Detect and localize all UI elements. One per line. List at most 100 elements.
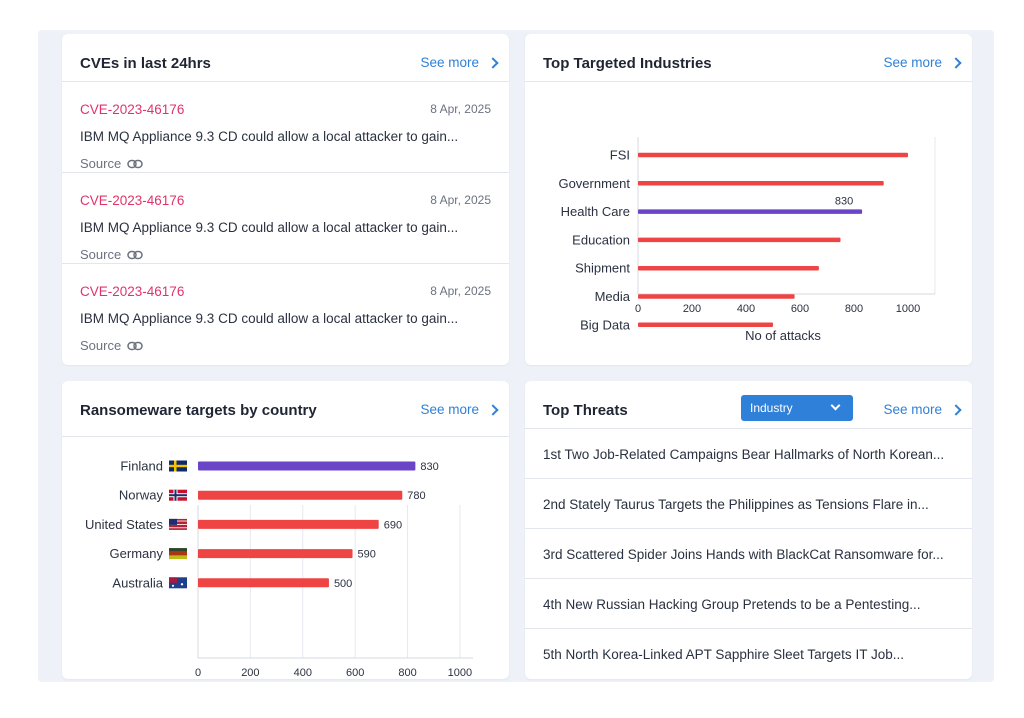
x-tick-label: 400: [294, 667, 312, 679]
industries-card-title: Top Targeted Industries: [543, 55, 712, 72]
category-label: Big Data: [580, 317, 631, 332]
chevron-right-icon: [950, 56, 962, 69]
bar-australia: [198, 578, 329, 588]
x-tick-label: 600: [346, 667, 364, 679]
data-label: 780: [407, 490, 425, 502]
see-more-label: See more: [883, 402, 942, 417]
threat-title: 5th North Korea-Linked APT Sapphire Slee…: [543, 647, 904, 662]
x-tick-label: 200: [683, 303, 701, 315]
category-label: United States: [85, 517, 164, 532]
category-label: Norway: [119, 488, 164, 503]
see-more-label: See more: [420, 55, 479, 70]
cve-source-label: Source: [80, 247, 122, 262]
chevron-right-icon: [487, 403, 499, 416]
bar-shipment: [638, 265, 819, 271]
cve-description: IBM MQ Appliance 9.3 CD could allow a lo…: [80, 220, 459, 235]
cve-description: IBM MQ Appliance 9.3 CD could allow a lo…: [80, 129, 459, 144]
x-tick-label: 800: [398, 667, 416, 679]
cve-card-header: CVEs in last 24hrs See more: [62, 34, 509, 82]
category-label: Education: [572, 232, 630, 247]
link-icon: [127, 341, 143, 351]
cve-date: 8 Apr, 2025: [430, 284, 491, 298]
x-tick-label: 400: [737, 303, 755, 315]
bar-health-care: [638, 209, 863, 214]
industry-filter-dropdown[interactable]: Industry: [741, 395, 853, 421]
cve-list-item[interactable]: CVE-2023-46176 8 Apr, 2025 IBM MQ Applia…: [62, 173, 509, 264]
threats-card-header: Top Threats Industry See more: [525, 381, 972, 429]
bar-norway: [198, 490, 403, 500]
threat-list-item[interactable]: 5th North Korea-Linked APT Sapphire Slee…: [525, 629, 972, 679]
ransomware-bar-chart: Finland 830 Norway 780 United States 690 Germa…: [85, 459, 473, 679]
x-tick-label: 1000: [896, 303, 920, 315]
cve-id[interactable]: CVE-2023-46176: [80, 193, 185, 208]
x-tick-label: 200: [241, 667, 259, 679]
cve-description: IBM MQ Appliance 9.3 CD could allow a lo…: [80, 311, 459, 326]
data-label: 500: [334, 578, 352, 590]
category-label: Media: [595, 289, 631, 304]
cve-date: 8 Apr, 2025: [430, 102, 491, 116]
chevron-right-icon: [950, 403, 962, 416]
category-label: Germany: [110, 546, 164, 561]
cve-source-link[interactable]: Source: [80, 156, 143, 171]
see-more-label: See more: [420, 402, 479, 417]
cve-see-more-link[interactable]: See more: [420, 55, 499, 70]
germany-flag-icon: [169, 548, 187, 560]
dropdown-selected-value: Industry: [750, 401, 793, 415]
bar-media: [638, 294, 795, 299]
x-tick-label: 800: [845, 303, 863, 315]
threat-title: 3rd Scattered Spider Joins Hands with Bl…: [543, 547, 944, 562]
industries-bar-chart: FSI Government Health Care 830 Education Ship…: [558, 137, 936, 343]
cve-list-item[interactable]: CVE-2023-46176 8 Apr, 2025 IBM MQ Applia…: [62, 82, 509, 173]
cve-source-link[interactable]: Source: [80, 247, 143, 262]
industries-card-header: Top Targeted Industries See more: [525, 34, 972, 82]
category-label: Shipment: [575, 261, 630, 276]
industries-see-more-link[interactable]: See more: [883, 55, 962, 70]
see-more-label: See more: [883, 55, 942, 70]
finland-flag-icon: [169, 460, 187, 472]
cve-source-link[interactable]: Source: [80, 338, 143, 353]
x-tick-label: 0: [195, 667, 201, 679]
australia-flag-icon: [169, 577, 187, 589]
industries-card: Top Targeted Industries See more FSI Gove…: [525, 34, 972, 365]
threat-list-item[interactable]: 1st Two Job-Related Campaigns Bear Hallm…: [525, 429, 972, 479]
threat-list-item[interactable]: 4th New Russian Hacking Group Pretends t…: [525, 579, 972, 629]
norway-flag-icon: [169, 489, 187, 501]
category-label: Finland: [120, 459, 163, 474]
threat-list-item[interactable]: 3rd Scattered Spider Joins Hands with Bl…: [525, 529, 972, 579]
data-label: 830: [420, 461, 438, 473]
threats-card-title: Top Threats: [543, 402, 628, 419]
threat-title: 4th New Russian Hacking Group Pretends t…: [543, 597, 921, 612]
cve-source-label: Source: [80, 156, 122, 171]
x-tick-label: 1000: [448, 667, 472, 679]
chevron-right-icon: [487, 56, 499, 69]
chevron-down-icon: [830, 400, 841, 411]
bar-education: [638, 237, 841, 243]
ransomware-see-more-link[interactable]: See more: [420, 402, 499, 417]
ransomware-card-header: Ransomeware targets by country See more: [62, 381, 509, 437]
cve-id[interactable]: CVE-2023-46176: [80, 284, 185, 299]
cve-id[interactable]: CVE-2023-46176: [80, 102, 185, 117]
bar-government: [638, 181, 884, 186]
bar-finland: [198, 461, 416, 471]
link-icon: [127, 159, 143, 169]
x-tick-label: 0: [635, 303, 641, 315]
data-label: 830: [835, 196, 853, 208]
cve-list: CVE-2023-46176 8 Apr, 2025 IBM MQ Applia…: [62, 82, 509, 355]
bar-united-states: [198, 519, 379, 529]
threats-card: Top Threats Industry See more 1st Two Jo…: [525, 381, 972, 679]
threat-title: 1st Two Job-Related Campaigns Bear Hallm…: [543, 447, 945, 462]
cve-list-item[interactable]: CVE-2023-46176 8 Apr, 2025 IBM MQ Applia…: [62, 264, 509, 355]
threat-title: 2nd Stately Taurus Targets the Philippin…: [543, 497, 929, 512]
threats-see-more-link[interactable]: See more: [883, 402, 962, 417]
united-states-flag-icon: [169, 518, 187, 530]
threat-list-item[interactable]: 2nd Stately Taurus Targets the Philippin…: [525, 479, 972, 529]
data-label: 590: [358, 549, 376, 561]
bar-germany: [198, 549, 353, 559]
ransomware-card: Ransomeware targets by country See more …: [62, 381, 509, 679]
category-label: Government: [558, 176, 630, 191]
category-label: Australia: [112, 575, 163, 590]
bar-fsi: [638, 152, 908, 158]
x-tick-label: 600: [791, 303, 809, 315]
category-label: FSI: [610, 148, 630, 163]
data-label: 690: [384, 519, 402, 531]
